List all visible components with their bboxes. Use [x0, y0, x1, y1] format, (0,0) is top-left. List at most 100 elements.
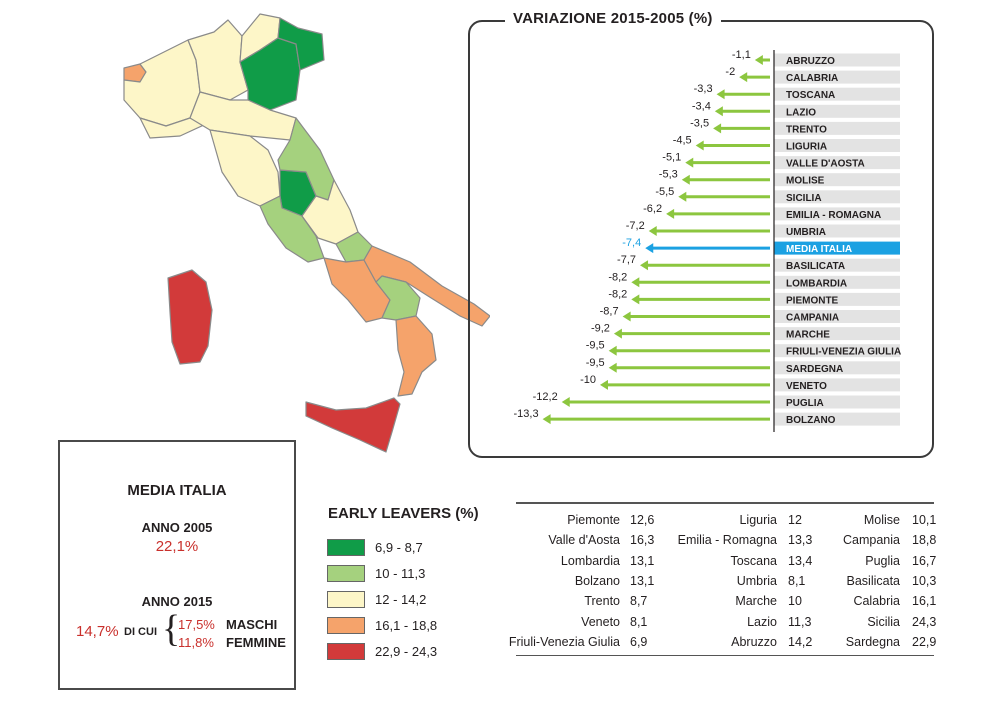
region-veneto — [239, 37, 301, 111]
table-region-name: Sardegna — [845, 634, 900, 649]
legend-swatch — [327, 539, 365, 556]
table-region-value: 12 — [788, 513, 802, 527]
value-label: -4,5 — [673, 135, 692, 147]
table-region-name: Trento — [584, 594, 620, 609]
variation-bar-chart: ABRUZZO -1,1 CALABRIA -2 TOSCANA -3,3 LAZIO -3,… — [514, 49, 901, 432]
arrowhead-icon — [666, 208, 675, 219]
table-region-name: Basilicata — [846, 573, 901, 588]
arrowhead-icon — [648, 226, 657, 236]
value-label: -5,5 — [655, 186, 674, 198]
bar-label-bg — [774, 190, 900, 204]
arrowhead-icon — [645, 243, 654, 254]
category-label: CALABRIA — [786, 73, 838, 84]
arrowhead-icon — [542, 414, 551, 425]
table-region-value: 10,1 — [912, 513, 937, 527]
legend-label: 10 - 11,3 — [375, 566, 426, 581]
value-label: -8,7 — [600, 306, 619, 318]
table-region-name: Liguria — [739, 513, 777, 527]
table-top-rule — [516, 502, 934, 504]
bar-label-bg — [774, 361, 900, 375]
table-region-value: 8,1 — [788, 573, 806, 588]
arrowhead-icon — [678, 191, 687, 202]
value-label: -8,2 — [608, 288, 627, 300]
table-region-name: Friuli-Venezia Giulia — [508, 634, 620, 649]
bar-label-bg — [774, 156, 900, 170]
table-region-name: Sicilia — [867, 614, 900, 629]
bar-label-bg — [774, 412, 900, 426]
value-label: -5,1 — [662, 152, 681, 164]
brace-icon: { — [162, 608, 181, 650]
region-toscana — [209, 129, 281, 207]
category-label: ABRUZZO — [786, 56, 835, 67]
legend-label: 12 - 14,2 — [375, 592, 427, 607]
value-label: -3,4 — [692, 100, 711, 112]
table-region-name: Toscana — [730, 553, 777, 568]
value-label: -2 — [725, 66, 735, 78]
arrowhead-icon — [631, 277, 640, 288]
table-region-value: 13,1 — [630, 553, 655, 568]
table-region-value: 8,1 — [630, 614, 648, 629]
value-label: -3,3 — [694, 83, 713, 95]
bar-label-bg — [774, 87, 900, 101]
table-region-name: Bolzano — [574, 573, 620, 588]
bar-label-bg — [774, 292, 900, 306]
table-region-name: Abruzzo — [731, 634, 777, 649]
table-region-name: Molise — [863, 513, 900, 527]
category-label: PIEMONTE — [786, 295, 839, 306]
media-italia-title: MEDIA ITALIA — [127, 482, 227, 499]
category-label: LAZIO — [786, 107, 816, 118]
bar-label-bg — [774, 53, 900, 67]
legend-swatch — [327, 565, 365, 582]
legend-title: EARLY LEAVERS (%) — [328, 505, 479, 522]
legend-label: 22,9 - 24,3 — [375, 644, 438, 659]
arrowhead-icon — [600, 379, 608, 390]
anno-2015-value: 14,7% — [76, 623, 119, 640]
legend-label: 6,9 - 8,7 — [375, 540, 423, 555]
maschi-value: 17,5% — [178, 617, 215, 632]
arrowhead-icon — [695, 140, 704, 151]
arrowhead-icon — [608, 362, 617, 373]
arrowhead-icon — [640, 260, 649, 271]
value-label: -10 — [580, 374, 596, 386]
variation-panel-title: VARIAZIONE 2015-2005 (%) — [505, 10, 721, 27]
region-sardegna — [167, 269, 213, 365]
table-bottom-rule — [516, 655, 934, 656]
category-label: CAMPANIA — [786, 313, 839, 324]
arrowhead-icon — [716, 89, 725, 100]
category-label: BASILICATA — [786, 261, 845, 272]
bar-label-bg — [774, 104, 900, 118]
value-label: -9,2 — [591, 323, 610, 335]
value-label: -7,7 — [617, 254, 636, 266]
table-region-name: Marche — [735, 594, 777, 609]
anno-2005-value: 22,1% — [155, 538, 199, 555]
region-piemonte — [123, 39, 201, 127]
table-region-name: Campania — [843, 533, 900, 548]
value-label: -8,2 — [608, 271, 627, 283]
table-region-name: Calabria — [853, 594, 900, 609]
table-region-value: 14,2 — [788, 634, 813, 649]
maschi-label: MASCHI — [226, 617, 278, 632]
bar-label-bg — [774, 207, 900, 221]
table-region-value: 16,7 — [912, 553, 937, 568]
table-region-name: Veneto — [581, 614, 620, 629]
anno-2005-label: ANNO 2005 — [141, 520, 213, 535]
table-region-value: 12,6 — [630, 513, 655, 527]
bar-label-bg — [774, 121, 900, 135]
bar-label-bg — [774, 327, 900, 341]
table-region-name: Umbria — [736, 573, 777, 588]
category-label: BOLZANO — [786, 415, 836, 426]
legend-swatch — [327, 617, 365, 634]
femmine-label: FEMMINE — [226, 635, 286, 650]
value-label: -9,5 — [586, 357, 605, 369]
value-label: -12,2 — [533, 391, 558, 403]
table-region-name: Emilia - Romagna — [677, 533, 777, 548]
femmine-value: 11,8% — [178, 635, 214, 650]
arrowhead-icon — [713, 123, 722, 134]
bar-label-bg — [774, 173, 900, 187]
table-region-value: 24,3 — [912, 614, 937, 629]
table-region-value: 16,1 — [912, 594, 937, 609]
legend-swatch — [327, 591, 365, 608]
category-label: LOMBARDIA — [786, 278, 847, 289]
table-region-value: 13,4 — [788, 553, 813, 568]
bar-label-bg — [774, 70, 900, 84]
